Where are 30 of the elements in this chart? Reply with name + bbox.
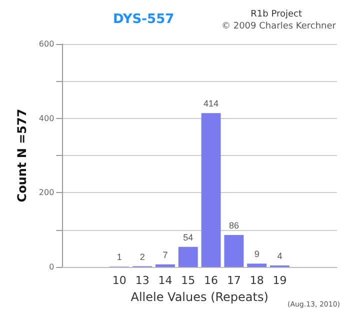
x-tick-label: 18 <box>250 274 264 287</box>
data-label: 1 <box>116 252 122 262</box>
bar <box>224 235 244 267</box>
x-tick-label: 15 <box>181 274 196 287</box>
data-label: 9 <box>254 249 260 260</box>
data-label: 7 <box>162 250 168 260</box>
bar <box>201 113 221 267</box>
data-label: 2 <box>140 252 145 262</box>
text: © 2009 Charles Kerchner <box>221 22 336 32</box>
y-tick-label: 400 <box>38 114 54 123</box>
y-tick-label: 0 <box>49 262 54 272</box>
data-label: 414 <box>204 98 219 109</box>
x-tick-label: 17 <box>226 274 241 287</box>
data-label: 86 <box>228 220 239 231</box>
x-tick-label: 19 <box>272 274 287 287</box>
x-tick-label: 13 <box>135 274 150 287</box>
data-label: 54 <box>183 232 194 242</box>
bar <box>155 264 175 267</box>
x-tick-label: 16 <box>204 274 218 287</box>
x-tick-label: 10 <box>112 274 126 287</box>
bar <box>247 264 267 267</box>
x-tick-label: 14 <box>158 274 172 287</box>
y-tick-label: 200 <box>38 188 54 198</box>
bar <box>178 246 198 267</box>
text: R1b Project <box>250 10 302 20</box>
y-tick-label: 600 <box>38 40 54 48</box>
y-axis-title: Count N =577 <box>15 108 29 202</box>
x-axis-title: Allele Values (Repeats) <box>130 290 268 304</box>
chart-title: DYS-557 <box>113 12 174 27</box>
data-label: 4 <box>277 251 282 262</box>
